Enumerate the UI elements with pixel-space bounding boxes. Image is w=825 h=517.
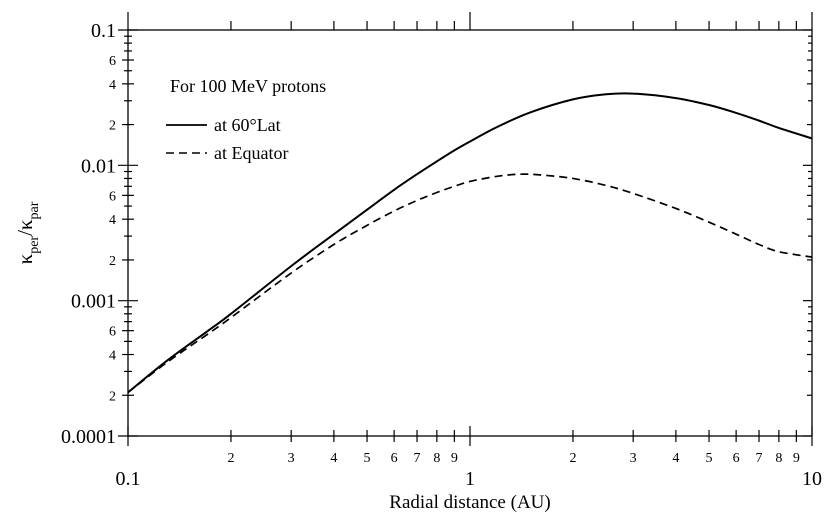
- x-minor-tick-label: 7: [414, 451, 421, 466]
- y-major-tick-label: 0.0001: [61, 426, 116, 448]
- y-major-tick-label: 0.001: [71, 291, 116, 313]
- series-line-60-lat: [127, 92, 813, 394]
- series-curves: [127, 92, 813, 394]
- y-label-kappa: κ: [13, 253, 37, 264]
- y-minor-tick-label: 6: [109, 189, 116, 204]
- x-minor-tick-label: 9: [451, 451, 458, 466]
- legend-label-60-lat: at 60°Lat: [214, 115, 281, 135]
- x-minor-tick-label: 7: [756, 451, 763, 466]
- x-axis-label: Radial distance (AU): [389, 492, 550, 513]
- y-minor-tick-label: 4: [109, 213, 116, 228]
- x-minor-tick-label: 5: [706, 451, 713, 466]
- x-minor-tick-label: 3: [288, 451, 295, 466]
- axis-ticks: [118, 12, 813, 446]
- y-major-tick-label: 0.1: [91, 20, 116, 42]
- y-label-sub-per: per: [27, 236, 42, 254]
- x-minor-tick-label: 6: [733, 451, 740, 466]
- tick-labels: 0.1 1 102 3 4 5 6 7 8 9 2 3 4 5 6 7 8 90.00010.0010.010.1…: [61, 20, 822, 490]
- x-major-tick-label: 0.1: [116, 468, 141, 490]
- y-label-slash-kappa: /κ: [13, 219, 37, 236]
- y-minor-tick-label: 2: [109, 389, 116, 404]
- y-major-tick-label: 0.01: [81, 155, 116, 177]
- y-minor-tick-label: 2: [109, 119, 116, 134]
- x-minor-tick-label: 4: [330, 451, 337, 466]
- legend: at 60°Lat at Equator: [166, 115, 288, 163]
- y-minor-tick-label: 4: [109, 349, 116, 364]
- y-minor-tick-label: 4: [109, 78, 116, 93]
- x-minor-tick-label: 9: [793, 451, 800, 466]
- legend-label-equator: at Equator: [214, 143, 288, 163]
- y-minor-tick-label: 2: [109, 254, 116, 269]
- y-label-sub-par: par: [27, 201, 42, 219]
- series-line-equator: [127, 173, 813, 394]
- x-minor-tick-label: 3: [630, 451, 637, 466]
- y-axis-label: κper/κpar: [13, 201, 42, 264]
- y-minor-tick-label: 6: [109, 54, 116, 69]
- y-minor-tick-label: 6: [109, 325, 116, 340]
- x-minor-tick-label: 2: [569, 451, 576, 466]
- x-minor-tick-label: 8: [775, 451, 782, 466]
- chart-annotation: For 100 MeV protons: [170, 76, 326, 96]
- x-major-tick-label: 10: [802, 468, 822, 490]
- x-minor-tick-label: 5: [364, 451, 371, 466]
- x-minor-tick-label: 6: [391, 451, 398, 466]
- x-major-tick-label: 1: [465, 468, 475, 490]
- x-minor-tick-label: 4: [672, 451, 679, 466]
- x-minor-tick-label: 2: [227, 451, 234, 466]
- x-minor-tick-label: 8: [433, 451, 440, 466]
